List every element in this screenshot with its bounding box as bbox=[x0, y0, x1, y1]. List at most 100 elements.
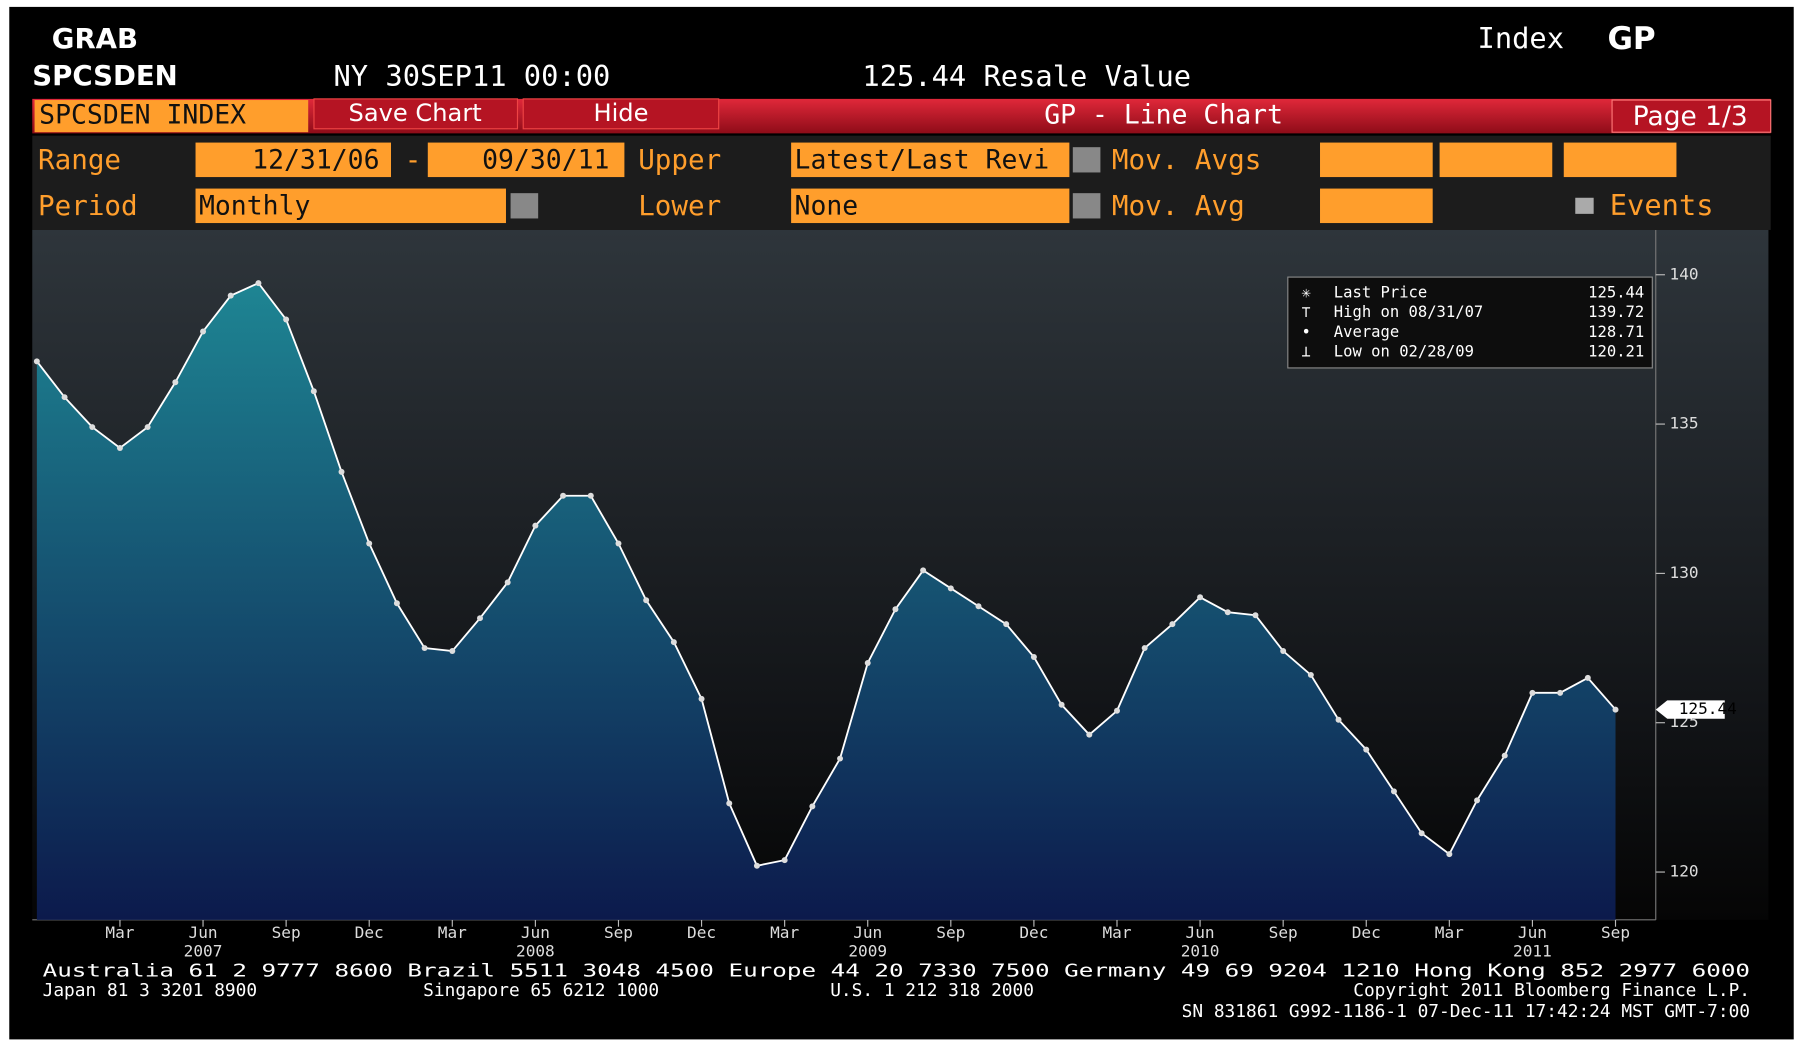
movavg-box[interactable] bbox=[1320, 188, 1433, 224]
point bbox=[809, 803, 816, 810]
legend-icon: ⊤ bbox=[1302, 303, 1311, 321]
x-tick-label: Jun bbox=[521, 923, 550, 942]
point bbox=[1169, 621, 1176, 628]
point bbox=[61, 394, 68, 401]
range-label: Range bbox=[38, 143, 121, 176]
point bbox=[920, 567, 927, 574]
point bbox=[947, 585, 954, 592]
x-tick-label: Sep bbox=[1601, 923, 1630, 942]
page: Page 1/3 bbox=[1633, 101, 1748, 132]
x-tick-label: Dec bbox=[687, 923, 716, 942]
point bbox=[477, 615, 483, 622]
page-box[interactable] bbox=[1611, 99, 1772, 133]
lower-value: None bbox=[795, 190, 859, 221]
last-price-tag bbox=[1655, 700, 1725, 719]
point bbox=[255, 280, 262, 287]
x-tick-label: Mar bbox=[105, 923, 134, 942]
footer-line: Australia 61 2 9777 8600 Brazil 5511 304… bbox=[43, 961, 1750, 982]
x-tick-label: Sep bbox=[1269, 923, 1298, 942]
range-start-box[interactable] bbox=[195, 142, 391, 178]
point bbox=[1197, 594, 1204, 601]
point bbox=[116, 444, 123, 451]
point bbox=[726, 800, 733, 807]
point bbox=[1114, 707, 1120, 714]
x-tick-label: Mar bbox=[1435, 923, 1464, 942]
footer-serial: SN 831861 G992-1186-1 07-Dec-11 17:42:24… bbox=[1182, 1001, 1750, 1022]
point bbox=[1141, 645, 1148, 652]
point bbox=[1501, 752, 1508, 759]
last-price-label: 125.44 bbox=[1679, 699, 1737, 718]
legend-value: 125.44 bbox=[1588, 284, 1644, 302]
point bbox=[1003, 621, 1010, 628]
point bbox=[781, 857, 788, 864]
datetime: NY 30SEP11 00:00 bbox=[334, 59, 611, 93]
x-tick-label: Sep bbox=[272, 923, 301, 942]
x-year-label: 2008 bbox=[516, 942, 555, 961]
footer-us: U.S. 1 212 318 2000 bbox=[830, 980, 1034, 1001]
save-button[interactable] bbox=[313, 98, 519, 130]
point bbox=[366, 540, 373, 547]
x-tick-label: Dec bbox=[1019, 923, 1048, 942]
chart-title: GP - Line Chart bbox=[1044, 100, 1283, 131]
point bbox=[338, 468, 345, 475]
events-check[interactable] bbox=[1575, 197, 1594, 214]
point bbox=[421, 645, 428, 652]
index-code: GP bbox=[1607, 21, 1655, 57]
point bbox=[1307, 671, 1314, 678]
period-box[interactable] bbox=[195, 188, 506, 224]
footer-singapore: Singapore 65 6212 1000 bbox=[423, 980, 659, 1001]
x-tick-label: Mar bbox=[1102, 923, 1131, 942]
lower-label: Lower bbox=[638, 189, 721, 222]
movavg-box[interactable] bbox=[1439, 142, 1553, 178]
legend-entries: ✳ Last Price 125.44 ⊤ High on 08/31/07 139.72… bbox=[1302, 284, 1645, 361]
point bbox=[975, 603, 982, 610]
point bbox=[532, 522, 539, 529]
ticker: SPCSDEN bbox=[32, 59, 178, 92]
point bbox=[1030, 654, 1037, 661]
movavg-box[interactable] bbox=[1320, 142, 1433, 178]
point bbox=[393, 600, 400, 607]
y-tick-label: 120 bbox=[1670, 862, 1699, 881]
legend-value: 128.71 bbox=[1588, 323, 1644, 341]
range-end-box[interactable] bbox=[427, 142, 625, 178]
point bbox=[1612, 706, 1619, 713]
lower-arrow[interactable] bbox=[1072, 193, 1101, 219]
period-arrow[interactable] bbox=[510, 193, 539, 219]
point bbox=[864, 660, 871, 666]
upper-arrow[interactable] bbox=[1072, 147, 1101, 173]
x-year-label: 2010 bbox=[1181, 942, 1220, 961]
point bbox=[698, 695, 705, 702]
point bbox=[504, 579, 511, 586]
period-label: Period bbox=[38, 189, 138, 222]
point bbox=[172, 379, 179, 386]
movavg-box[interactable] bbox=[1563, 142, 1677, 178]
x-tick-label: Jun bbox=[1186, 923, 1215, 942]
upper-box[interactable] bbox=[791, 142, 1070, 178]
x-tick-label: Sep bbox=[604, 923, 633, 942]
point bbox=[1584, 674, 1591, 681]
movavgs-label: Mov. Avgs bbox=[1112, 143, 1261, 176]
range-start: 12/31/06 bbox=[252, 144, 379, 175]
point bbox=[1390, 788, 1397, 795]
point bbox=[1418, 830, 1425, 837]
lower-box[interactable] bbox=[791, 188, 1070, 224]
legend-label: Low on 02/28/09 bbox=[1334, 342, 1474, 360]
hide-button[interactable] bbox=[522, 98, 720, 130]
point bbox=[1224, 609, 1231, 616]
footer-copyright: Copyright 2011 Bloomberg Finance L.P. bbox=[1353, 980, 1750, 1001]
x-tick-label: Jun bbox=[189, 923, 218, 942]
point bbox=[1058, 701, 1065, 708]
point bbox=[1252, 612, 1259, 619]
x-year-label: 2007 bbox=[184, 942, 223, 961]
legend-value: 139.72 bbox=[1588, 303, 1644, 321]
x-tick-label: Dec bbox=[1352, 923, 1381, 942]
legend-icon: ✳ bbox=[1302, 284, 1311, 302]
hide-label: Hide bbox=[593, 99, 648, 127]
point bbox=[310, 388, 317, 395]
security: SPCSDEN INDEX bbox=[39, 100, 246, 131]
footer-japan: Japan 81 3 3201 8900 bbox=[43, 980, 257, 1001]
security-box[interactable] bbox=[34, 100, 309, 133]
x-year-label: 2009 bbox=[848, 942, 887, 961]
point bbox=[1529, 689, 1536, 696]
